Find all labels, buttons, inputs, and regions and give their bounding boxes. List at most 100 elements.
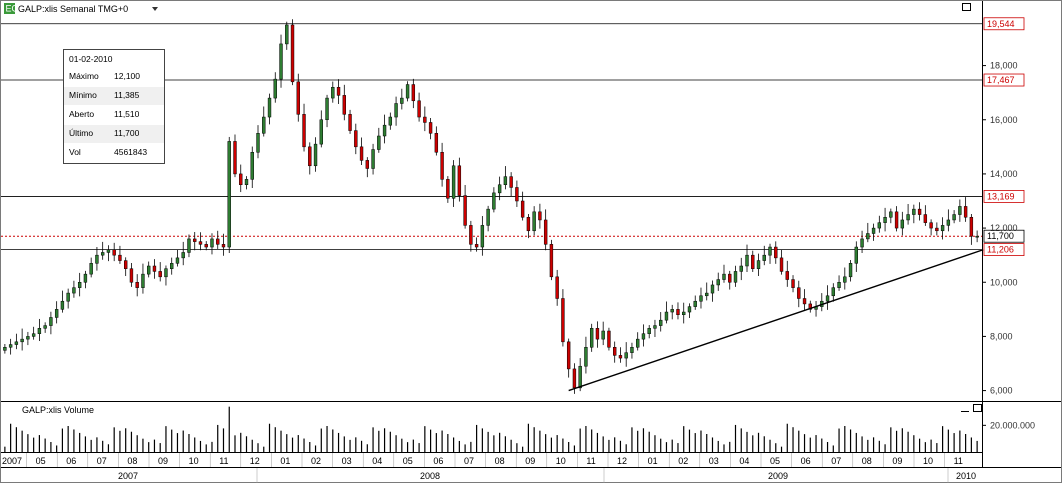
candle-body — [221, 244, 226, 248]
candle-body — [198, 241, 203, 245]
info-label: Mínimo — [69, 90, 97, 100]
x-month-label: 12 — [250, 456, 260, 466]
info-row-high: Máximo 12,100 — [64, 68, 164, 86]
level-label: 17,467 — [987, 75, 1015, 85]
candle-body — [946, 219, 951, 226]
candle-body — [682, 311, 686, 315]
candle-body — [751, 254, 755, 269]
candle-body — [515, 187, 519, 202]
candle-body — [342, 95, 346, 115]
info-value: 11,385 — [114, 90, 140, 100]
candle-body — [60, 300, 65, 310]
candle-body — [520, 200, 525, 218]
volume-bars: 20.000.000 — [4, 406, 1035, 452]
x-month-label: 05 — [770, 456, 780, 466]
y-tick-label: 10,000 — [990, 277, 1018, 287]
level-tag — [983, 73, 1025, 87]
candle-body — [164, 268, 168, 278]
volume-tick-label: 20.000.000 — [990, 420, 1035, 430]
x-year-label: 2009 — [768, 471, 788, 481]
candle-body — [561, 298, 565, 343]
chevron-down-icon[interactable] — [152, 7, 158, 11]
candle-body — [716, 279, 720, 286]
candle-body — [302, 114, 306, 148]
last-price-label: 11,700 — [987, 231, 1014, 241]
x-month-label: 09 — [892, 456, 902, 466]
candle-body — [8, 344, 13, 348]
candle-body — [428, 122, 433, 134]
candle-body — [170, 263, 174, 269]
candle-body — [83, 273, 88, 283]
candle-body — [848, 263, 853, 278]
candle-body — [728, 273, 732, 283]
candle-body — [400, 97, 404, 104]
candle-body — [210, 238, 214, 248]
candle-body — [239, 173, 243, 186]
info-box: 01-02-2010 Máximo 12,100 Mínimo 11,385 A… — [63, 49, 165, 164]
excel-icon-label: EQ — [6, 4, 19, 14]
candle-body — [285, 24, 289, 45]
candle-body — [659, 319, 663, 326]
candle-body — [917, 208, 922, 215]
candle-body — [359, 146, 364, 161]
candle-body — [124, 260, 128, 269]
candle-body — [411, 84, 416, 102]
candle-body — [405, 84, 410, 99]
candle-body — [37, 328, 42, 334]
candle-body — [14, 341, 19, 345]
maximize-icon[interactable] — [962, 3, 971, 11]
candle-body — [595, 328, 600, 340]
x-month-label: 2007 — [2, 456, 22, 466]
candle-body — [883, 217, 887, 223]
y-tick-label: 6,000 — [990, 386, 1013, 396]
info-value: 12,100 — [114, 71, 140, 81]
candle-body — [664, 311, 669, 321]
trend-line — [568, 249, 984, 392]
info-row-last: Último 11,700 — [64, 125, 164, 143]
candle-body — [377, 135, 381, 150]
x-month-label: 08 — [862, 456, 872, 466]
info-label: Aberto — [69, 109, 95, 119]
info-label: Último — [69, 128, 94, 138]
candle-body — [647, 328, 651, 334]
info-value: 11,510 — [114, 109, 140, 119]
x-month-label: 03 — [709, 456, 719, 466]
candle-body — [147, 265, 151, 275]
candle-body — [325, 97, 329, 121]
maximize-volume-icon[interactable] — [973, 404, 982, 412]
candle-body — [77, 282, 82, 288]
level-label: 13,169 — [987, 191, 1015, 201]
x-month-label: 08 — [127, 456, 137, 466]
candle-body — [687, 306, 692, 313]
candle-body — [745, 254, 749, 267]
candle-body — [158, 271, 162, 278]
candle-body — [797, 287, 801, 299]
candle-body — [589, 328, 594, 348]
candle-body — [906, 214, 910, 221]
candle-body — [733, 271, 738, 283]
candle-body — [262, 116, 266, 134]
candle-body — [543, 219, 548, 245]
candle-body — [578, 365, 582, 389]
x-month-label: 01 — [280, 456, 290, 466]
candle-body — [601, 330, 605, 340]
candle-body — [630, 347, 634, 353]
candle-body — [802, 298, 807, 305]
candle-body — [20, 338, 24, 343]
x-year-label: 2007 — [118, 471, 138, 481]
x-month-label: 11 — [219, 456, 228, 466]
candle-body — [72, 287, 76, 294]
candle-body — [446, 179, 450, 199]
candle-body — [457, 165, 462, 196]
candle-body — [624, 352, 628, 359]
candle-body — [193, 238, 197, 242]
x-month-label: 01 — [648, 456, 658, 466]
volume-title: GALP:xlis Volume — [22, 405, 94, 415]
candle-body — [641, 333, 646, 340]
candle-body — [296, 81, 300, 115]
candle-body — [900, 219, 905, 229]
candle-body — [486, 208, 490, 226]
info-row-volume: Vol 4561843 — [64, 144, 164, 162]
candle-body — [204, 244, 208, 248]
candle-body — [866, 233, 870, 240]
